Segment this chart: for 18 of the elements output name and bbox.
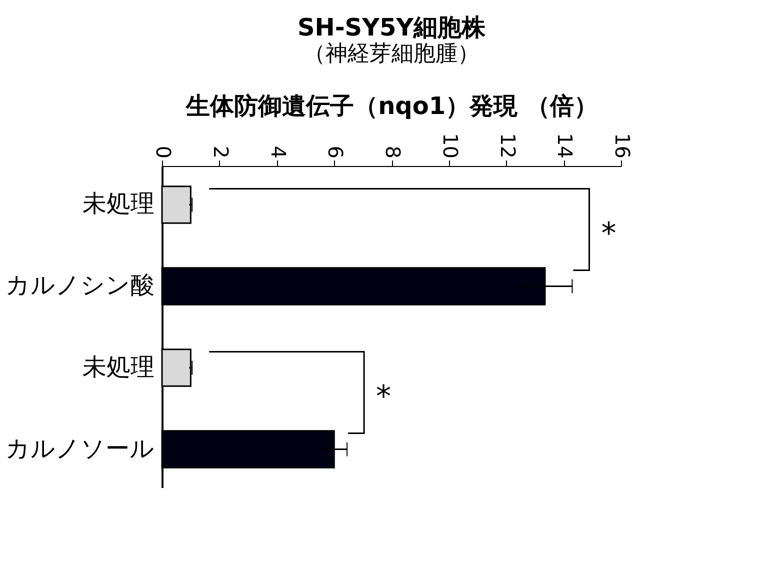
y-tick-label: カルノシン酸 (6, 271, 154, 300)
x-tick-label: 14 (553, 133, 578, 158)
x-axis-title: 生体防御遺伝子（nqo1）発現 （倍） (185, 92, 598, 120)
x-tick-label: 2 (208, 146, 233, 158)
x-tick-label: 8 (381, 146, 405, 158)
x-tick-label: 4 (266, 146, 290, 158)
x-tick-label: 16 (610, 133, 634, 158)
chart-subtitle: （神経芽細胞腫） (304, 42, 480, 67)
annotation: * (376, 380, 392, 415)
annotation: * (601, 216, 616, 252)
x-tick-label: 12 (496, 133, 520, 158)
x-tick-label: 6 (324, 146, 348, 158)
x-tick-label: 10 (438, 133, 462, 158)
chart-title: SH-SY5Y細胞株 (297, 14, 487, 42)
y-tick-label: 未処理 (82, 190, 154, 218)
y-tick-label: 未処理 (82, 352, 154, 381)
y-tick-label: カルノソール (6, 434, 154, 462)
x-tick-label: 0 (152, 146, 176, 158)
